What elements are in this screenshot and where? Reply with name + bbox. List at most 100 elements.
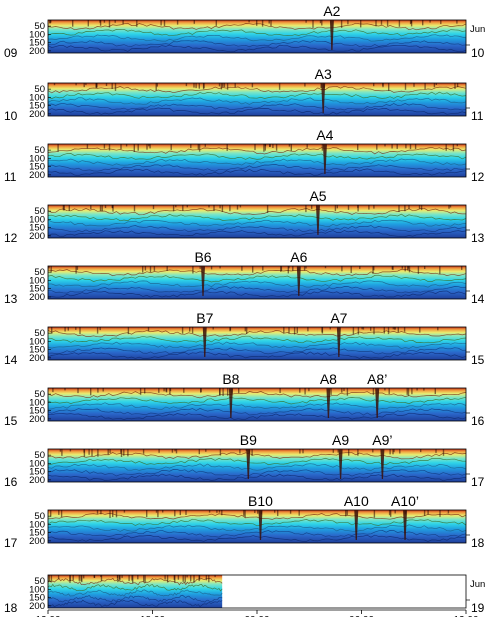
surface-noise [93, 575, 96, 578]
surface-noise [269, 144, 271, 147]
surface-noise [292, 266, 294, 271]
surface-noise [404, 205, 406, 212]
depth-contour [47, 225, 467, 233]
surface-noise [48, 575, 50, 581]
surface-noise [101, 205, 103, 212]
depth-tick-label: 150 [29, 101, 45, 112]
depth-tick-label: 100 [29, 584, 45, 595]
surface-noise [182, 205, 184, 211]
surface-noise [397, 327, 399, 333]
surface-noise [137, 144, 139, 151]
event-spike [375, 388, 380, 418]
surface-noise [387, 327, 390, 335]
panel-frame [47, 19, 467, 54]
depth-contour [47, 469, 467, 477]
surface-noise [357, 327, 360, 335]
surface-noise [170, 144, 172, 151]
surface-noise [448, 205, 450, 209]
surface-noise [52, 388, 54, 393]
surface-noise [152, 205, 155, 210]
left-day-label: 10 [4, 109, 18, 123]
surface-noise [156, 83, 158, 87]
panel-frame [47, 82, 467, 117]
surface-noise [68, 205, 70, 211]
surface-noise [447, 510, 450, 514]
depth-contour [47, 451, 467, 460]
surface-noise [219, 388, 221, 396]
surface-noise [146, 144, 148, 150]
depth-tick-label: 100 [29, 336, 45, 347]
surface-noise [166, 575, 169, 583]
surface-noise [179, 510, 181, 516]
event-spike [228, 388, 233, 418]
surface-noise [122, 20, 124, 25]
surface-noise [222, 388, 224, 396]
depth-contour [47, 213, 467, 222]
surface-noise [409, 144, 412, 150]
event-label: A2 [323, 3, 340, 19]
surface-noise [198, 575, 200, 582]
left-day-label: 09 [4, 46, 18, 60]
surface-noise [226, 83, 229, 90]
depth-tick-label: 150 [29, 223, 45, 234]
event-spike [296, 266, 301, 296]
surface-noise [64, 388, 66, 391]
surface-noise [97, 388, 99, 393]
surface-noise [352, 327, 355, 335]
surface-noise [144, 266, 147, 271]
depth-contour [47, 402, 467, 410]
surface-noise [399, 449, 401, 454]
surface-noise [407, 266, 409, 269]
surface-noise [186, 205, 188, 208]
depth-contour [47, 529, 467, 538]
surface-noise [63, 205, 65, 211]
right-day-label: 15 [471, 353, 485, 367]
surface-noise [357, 144, 359, 151]
surface-noise [375, 20, 377, 27]
surface-noise [120, 449, 122, 453]
right-day-label: 13 [471, 231, 485, 245]
surface-noise [239, 449, 241, 454]
surface-noise [305, 266, 307, 269]
surface-noise [205, 449, 207, 452]
surface-noise [127, 449, 129, 457]
depth-tick-label: 50 [34, 206, 45, 217]
surface-noise [132, 575, 134, 583]
surface-noise [439, 266, 441, 274]
surface-noise [435, 449, 437, 453]
surface-noise [158, 388, 160, 393]
surface-noise [391, 144, 393, 149]
surface-noise [157, 510, 159, 518]
panel-frame [47, 204, 467, 239]
surface-noise [279, 388, 281, 393]
surface-noise [248, 20, 250, 23]
surface-noise [123, 510, 126, 513]
depth-tick-label: 100 [29, 519, 45, 530]
surface-noise [345, 510, 347, 517]
surface-noise [212, 327, 214, 330]
depth-contour [47, 518, 467, 527]
surface-noise [243, 510, 245, 516]
depth-contour [47, 146, 467, 155]
surface-noise [407, 388, 410, 396]
event-label: B6 [194, 249, 211, 265]
surface-noise [153, 266, 156, 271]
surface-noise [357, 449, 359, 456]
surface-noise [408, 205, 410, 209]
panel-frame [47, 143, 467, 178]
surface-noise [384, 388, 386, 391]
surface-noise [362, 327, 365, 330]
depth-contour [47, 457, 467, 466]
surface-noise [185, 83, 188, 87]
surface-noise [172, 205, 175, 212]
surface-noise [373, 327, 375, 335]
surface-noise [77, 388, 79, 394]
surface-noise [114, 20, 116, 23]
surface-noise [290, 144, 292, 151]
surface-noise [386, 20, 389, 26]
surface-noise [324, 266, 327, 269]
surface-noise [392, 327, 394, 330]
surface-noise [102, 388, 104, 392]
event-label: A5 [309, 188, 326, 204]
